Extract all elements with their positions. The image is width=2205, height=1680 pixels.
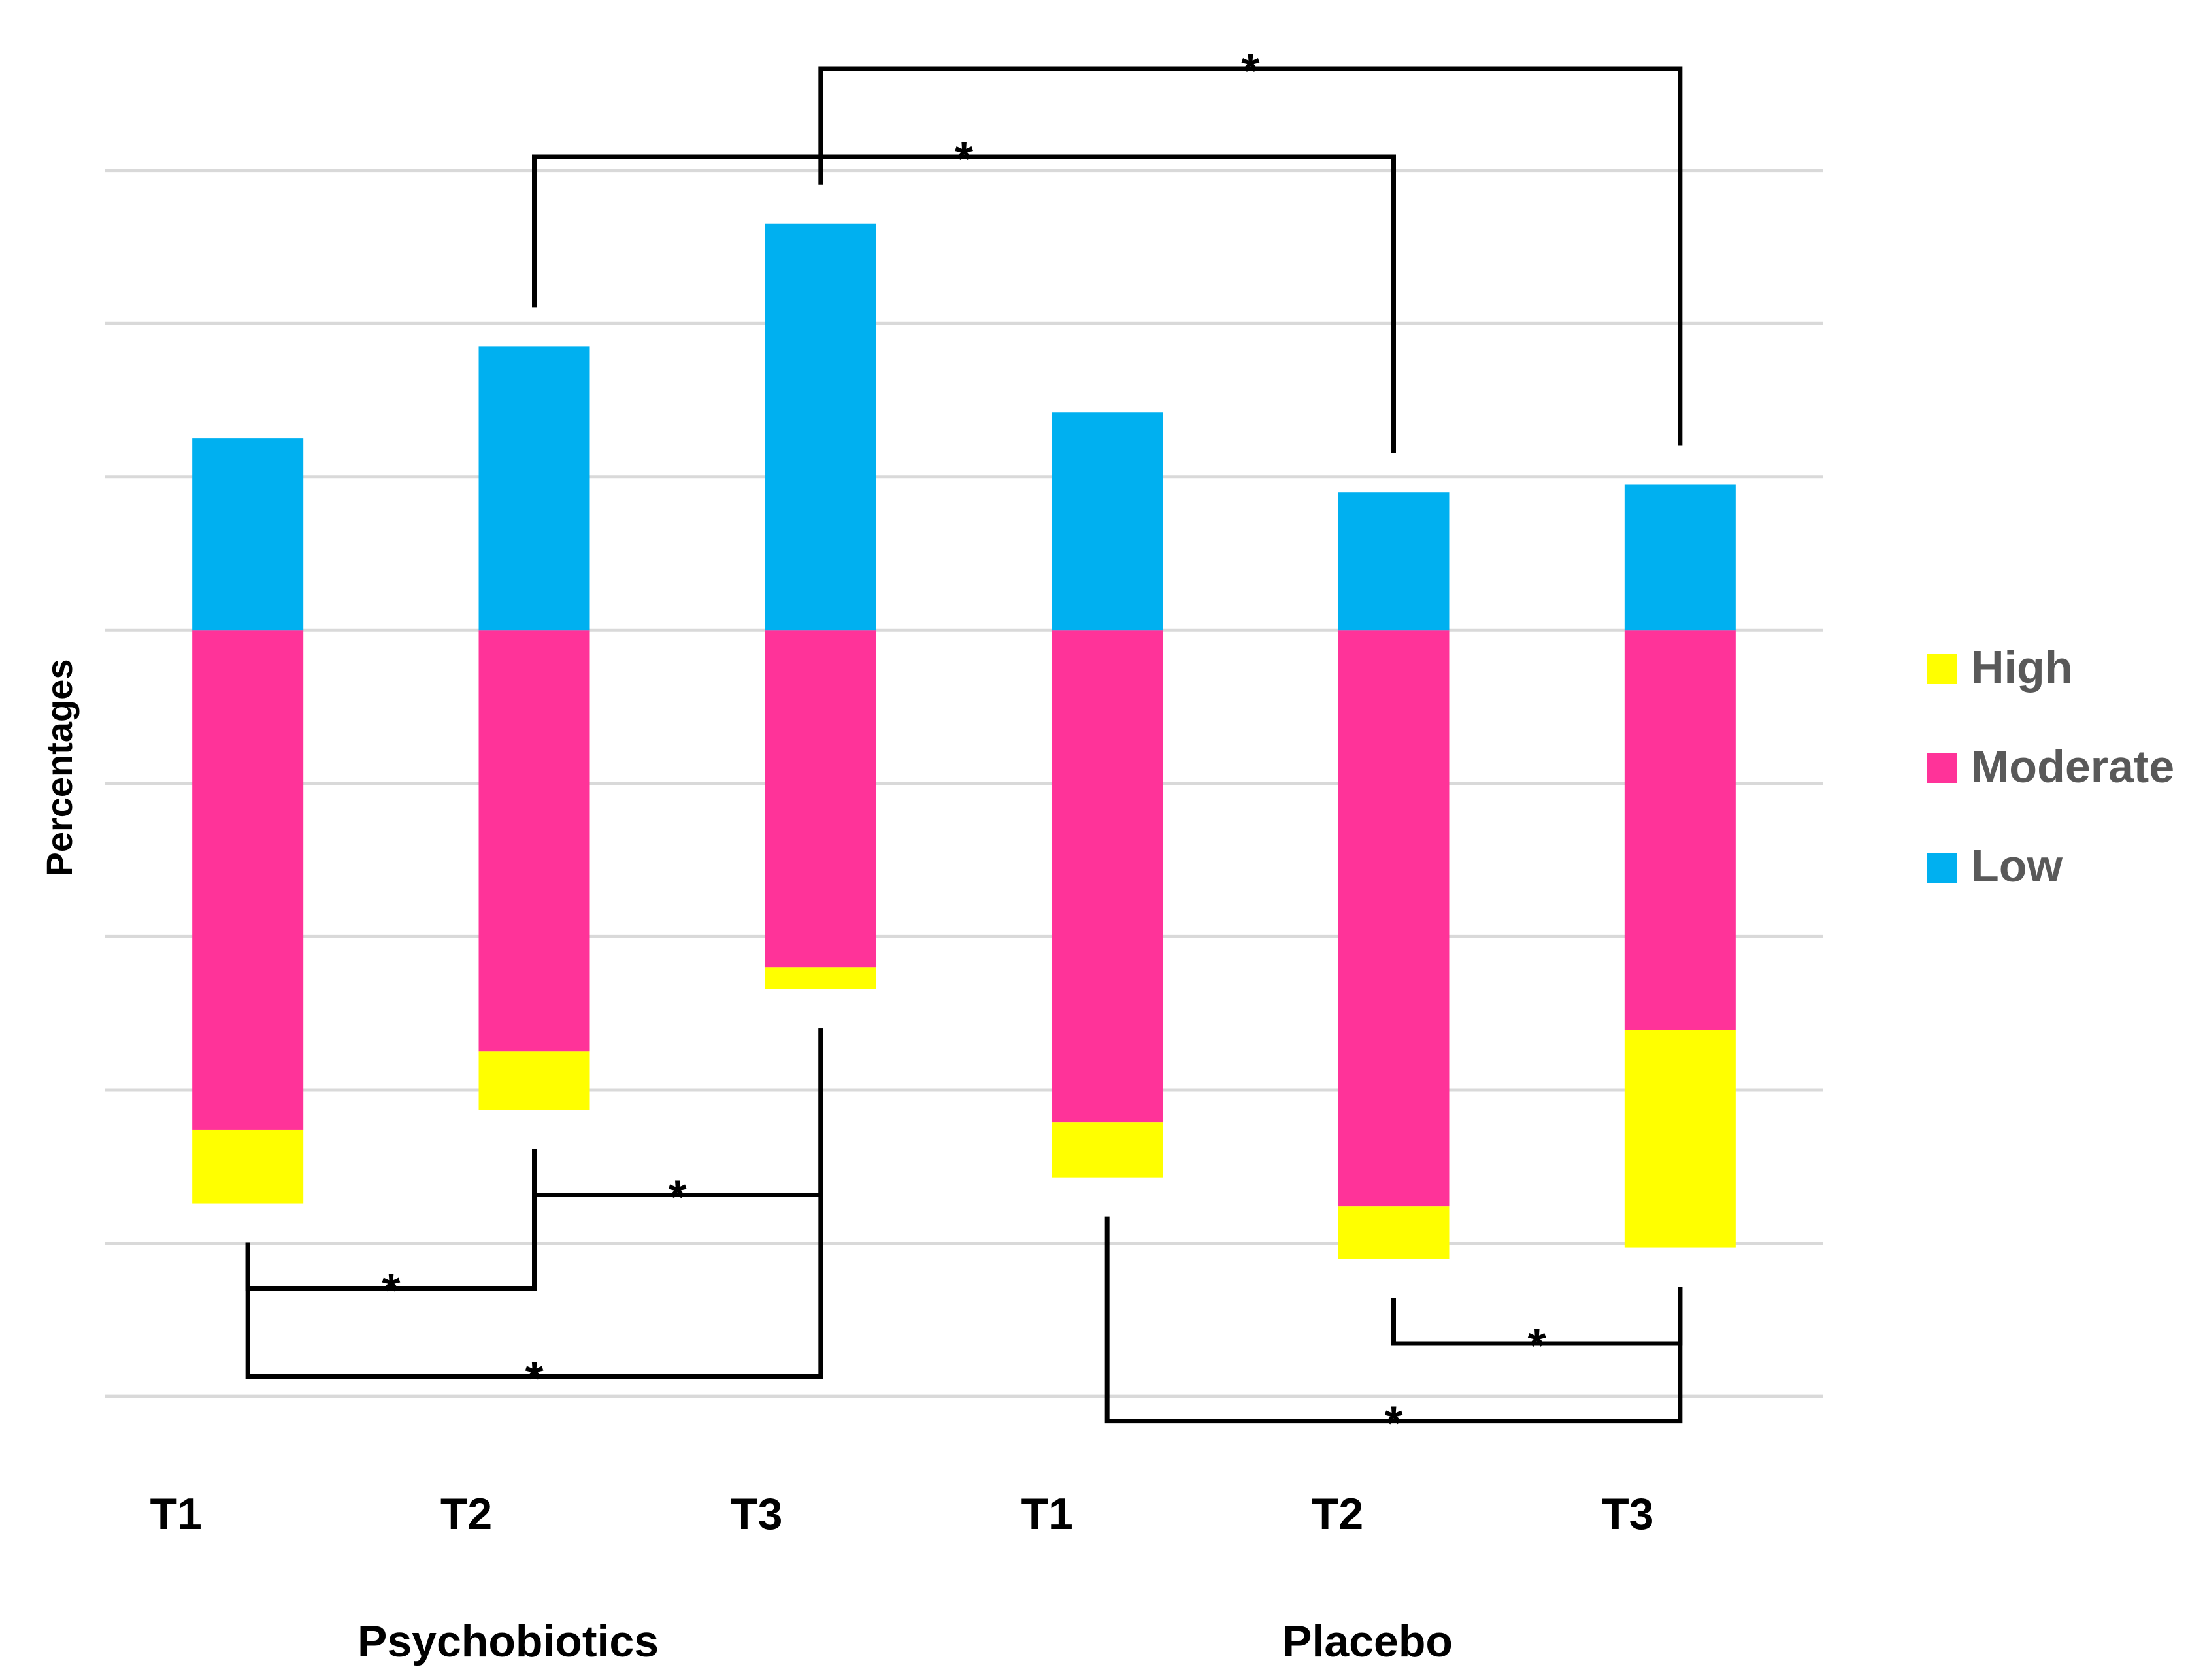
- significance-star: *: [955, 133, 973, 186]
- x-tick-label: T1: [1021, 1489, 1072, 1539]
- bar-segment-moderate: [765, 630, 876, 968]
- legend-swatch: [1927, 853, 1957, 883]
- bar-segment-low: [1052, 412, 1163, 631]
- legend-label: High: [1971, 642, 2073, 693]
- bar-segment-moderate: [1052, 630, 1163, 1123]
- bracket-line: [532, 154, 1396, 453]
- bar-segment-moderate: [1624, 630, 1736, 1030]
- bar-segment-high: [765, 967, 876, 989]
- x-tick-label: T1: [150, 1489, 201, 1539]
- significance-star: *: [1384, 1398, 1402, 1450]
- legend: High Moderate Low: [1927, 642, 2174, 891]
- bar-segment-moderate: [1338, 630, 1450, 1207]
- significance-star: *: [382, 1265, 400, 1317]
- x-tick-label: T2: [1312, 1489, 1363, 1539]
- significance-bracket: *: [532, 133, 1396, 453]
- x-axis-tick-labels: T1 T2 T3 T1 T2 T3: [150, 1489, 1653, 1539]
- significance-bracket: *: [1104, 1216, 1683, 1450]
- legend-label: Low: [1971, 840, 2063, 891]
- y-axis-label: Percentages: [39, 659, 80, 876]
- bracket-line: [245, 1028, 823, 1379]
- bar-segment-moderate: [192, 630, 304, 1130]
- gridlines: [105, 169, 1823, 1398]
- bar-segment-low: [478, 346, 590, 631]
- bracket-line: [1104, 1216, 1683, 1424]
- bar-segment-high: [192, 1129, 304, 1204]
- significance-bracket: *: [1391, 1287, 1683, 1372]
- significance-star: *: [525, 1353, 543, 1406]
- bar-segment-high: [478, 1051, 590, 1110]
- significance-bracket: *: [818, 45, 1683, 446]
- bar-segment-low: [1338, 492, 1450, 631]
- group-label: Placebo: [1282, 1617, 1453, 1666]
- significance-brackets: * * * * * * *: [245, 45, 1683, 1450]
- legend-item-low: Low: [1927, 840, 2063, 891]
- bar-segment-high: [1624, 1030, 1736, 1248]
- bar-segment-low: [192, 438, 304, 631]
- x-tick-label: T2: [440, 1489, 492, 1539]
- bar-segment-high: [1052, 1122, 1163, 1178]
- group-labels: Psychobiotics Placebo: [357, 1617, 1453, 1666]
- bar-segment-high: [1338, 1206, 1450, 1259]
- bracket-line: [818, 66, 1683, 446]
- bar-segment-low: [1624, 484, 1736, 631]
- bars: [192, 223, 1736, 1259]
- significance-star: *: [1241, 45, 1259, 97]
- significance-star: *: [1528, 1320, 1546, 1372]
- legend-item-high: High: [1927, 642, 2073, 693]
- group-label: Psychobiotics: [357, 1617, 659, 1666]
- legend-swatch: [1927, 654, 1957, 684]
- x-tick-label: T3: [731, 1489, 782, 1539]
- bar-segment-moderate: [478, 630, 590, 1052]
- bar-segment-low: [765, 223, 876, 631]
- legend-label: Moderate: [1971, 741, 2174, 792]
- x-tick-label: T3: [1602, 1489, 1653, 1539]
- legend-item-moderate: Moderate: [1927, 741, 2174, 792]
- significance-bracket: *: [245, 1028, 823, 1406]
- significance-star: *: [669, 1171, 687, 1223]
- legend-swatch: [1927, 753, 1957, 783]
